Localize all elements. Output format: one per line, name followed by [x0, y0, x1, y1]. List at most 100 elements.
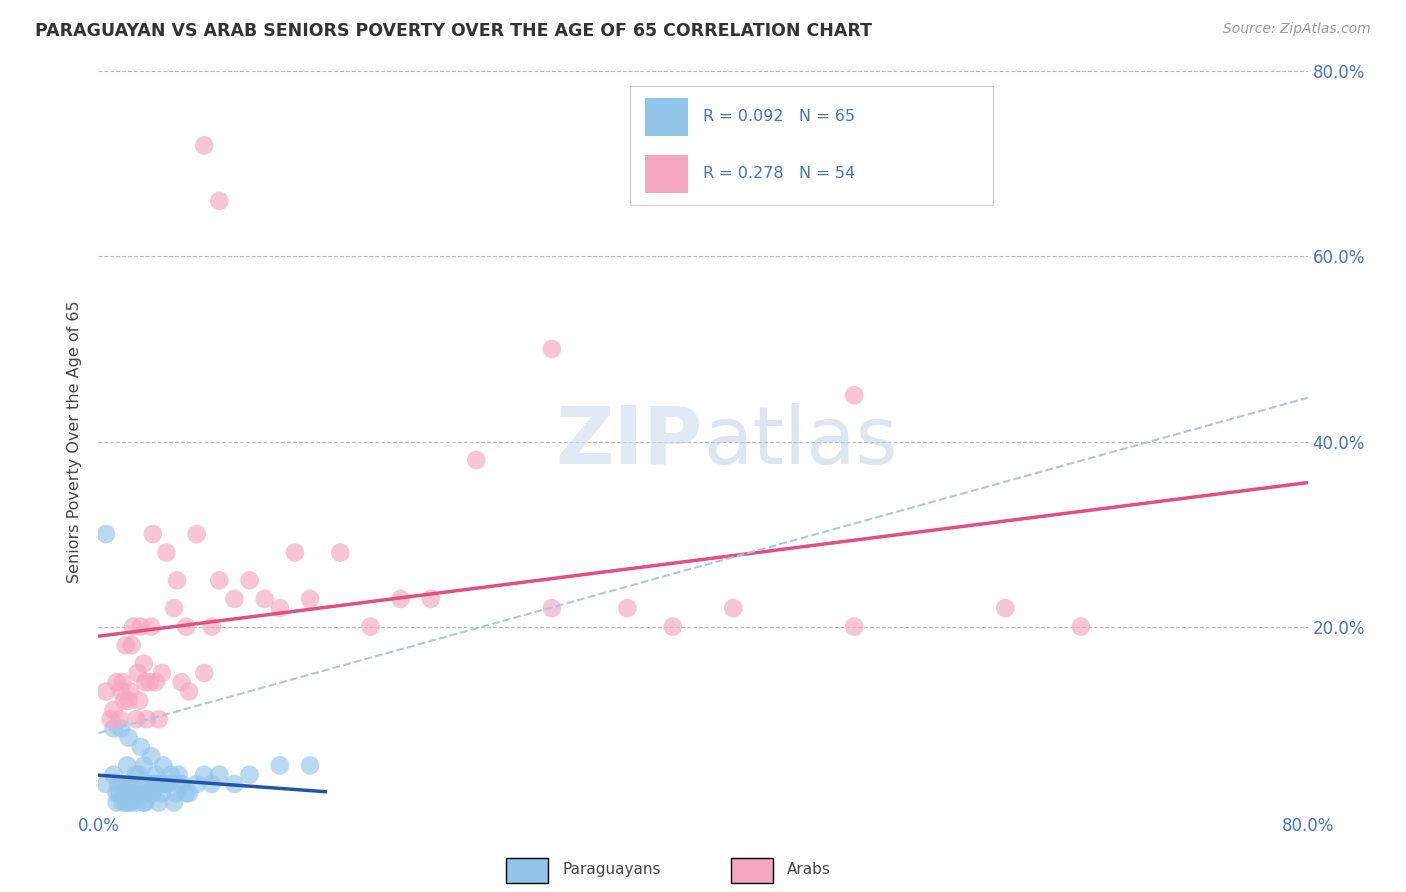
Point — [122, 786, 145, 800]
Point — [193, 767, 215, 781]
Point — [120, 684, 142, 698]
Text: Paraguayans: Paraguayans — [562, 863, 661, 877]
Point — [129, 619, 152, 633]
Point — [844, 619, 866, 633]
Point — [208, 767, 231, 781]
Point — [112, 786, 135, 800]
Point — [121, 796, 143, 810]
Point — [179, 684, 201, 698]
Point — [163, 796, 186, 810]
Point — [170, 675, 193, 690]
Point — [152, 758, 174, 772]
Point — [112, 694, 135, 708]
Point — [148, 777, 170, 791]
Point — [662, 619, 685, 633]
Point — [118, 777, 141, 791]
Point — [239, 574, 262, 588]
Point — [174, 619, 197, 633]
Point — [127, 786, 149, 800]
Point — [420, 591, 443, 606]
Point — [329, 545, 352, 560]
Point — [616, 601, 638, 615]
Point — [166, 777, 188, 791]
Point — [465, 453, 488, 467]
Point — [122, 619, 145, 633]
Point — [134, 675, 156, 690]
Point — [100, 712, 122, 726]
Point — [142, 786, 165, 800]
Point — [165, 786, 187, 800]
Point — [253, 591, 276, 606]
Point — [110, 777, 132, 791]
Point — [174, 786, 197, 800]
Text: atlas: atlas — [703, 402, 897, 481]
Point — [107, 777, 129, 791]
Point — [208, 574, 231, 588]
Point — [208, 194, 231, 208]
Point — [141, 619, 163, 633]
Text: Source: ZipAtlas.com: Source: ZipAtlas.com — [1223, 22, 1371, 37]
Point — [103, 767, 125, 781]
Point — [389, 591, 412, 606]
Point — [193, 138, 215, 153]
Text: PARAGUAYAN VS ARAB SENIORS POVERTY OVER THE AGE OF 65 CORRELATION CHART: PARAGUAYAN VS ARAB SENIORS POVERTY OVER … — [35, 22, 872, 40]
Point — [150, 665, 173, 680]
Point — [110, 722, 132, 736]
Point — [103, 703, 125, 717]
Point — [145, 767, 167, 781]
Point — [103, 722, 125, 736]
Point — [110, 684, 132, 698]
Point — [163, 601, 186, 615]
Point — [148, 796, 170, 810]
Point — [118, 694, 141, 708]
Point — [224, 591, 246, 606]
Point — [844, 388, 866, 402]
Point — [139, 675, 162, 690]
Point — [148, 712, 170, 726]
Point — [179, 786, 201, 800]
Point — [120, 786, 142, 800]
Point — [121, 638, 143, 652]
Point — [166, 574, 188, 588]
Point — [540, 342, 562, 356]
Point — [145, 675, 167, 690]
Point — [128, 694, 150, 708]
Point — [1070, 619, 1092, 633]
Point — [105, 786, 128, 800]
Point — [143, 777, 166, 791]
Point — [149, 777, 172, 791]
Point — [132, 786, 155, 800]
Point — [141, 786, 163, 800]
Point — [139, 777, 162, 791]
Point — [193, 665, 215, 680]
Point — [94, 684, 117, 698]
Point — [150, 786, 173, 800]
Point — [111, 675, 134, 690]
Point — [155, 777, 177, 791]
Point — [360, 619, 382, 633]
Point — [723, 601, 745, 615]
Point — [269, 601, 291, 615]
Point — [134, 796, 156, 810]
Point — [153, 777, 176, 791]
Point — [201, 777, 224, 791]
Point — [170, 777, 193, 791]
Text: Arabs: Arabs — [787, 863, 831, 877]
Point — [201, 619, 224, 633]
Point — [94, 777, 117, 791]
Point — [132, 796, 155, 810]
Point — [127, 665, 149, 680]
Point — [136, 777, 159, 791]
Point — [299, 758, 322, 772]
Point — [105, 796, 128, 810]
Point — [186, 777, 208, 791]
Point — [115, 758, 138, 772]
Point — [125, 796, 148, 810]
Y-axis label: Seniors Poverty Over the Age of 65: Seniors Poverty Over the Age of 65 — [67, 301, 83, 582]
Point — [125, 712, 148, 726]
Point — [141, 749, 163, 764]
Point — [108, 712, 131, 726]
Point — [160, 767, 183, 781]
Point — [114, 638, 136, 652]
Point — [118, 796, 141, 810]
